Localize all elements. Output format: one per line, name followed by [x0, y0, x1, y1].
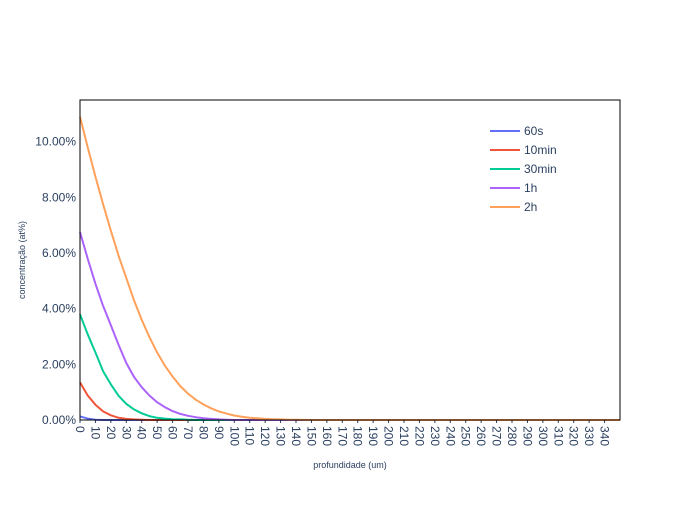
- x-tick-label: 130: [274, 426, 288, 446]
- y-tick-label: 4.00%: [42, 302, 76, 316]
- legend-label: 60s: [524, 124, 543, 138]
- x-tick-label: 200: [382, 426, 396, 446]
- legend-item-2h[interactable]: 2h: [490, 200, 537, 214]
- x-tick-label: 80: [196, 426, 210, 440]
- x-tick-label: 40: [135, 426, 149, 440]
- legend[interactable]: 60s 10min 30min 1h 2h: [490, 124, 557, 214]
- x-tick-label: 180: [351, 426, 365, 446]
- x-tick-label: 90: [212, 426, 226, 440]
- legend-label: 30min: [524, 162, 557, 176]
- legend-item-10min[interactable]: 10min: [490, 143, 557, 157]
- legend-label: 1h: [524, 181, 537, 195]
- y-tick-label: 2.00%: [42, 357, 76, 371]
- x-tick-label: 160: [320, 426, 334, 446]
- x-tick-label: 120: [258, 426, 272, 446]
- x-tick-label: 60: [166, 426, 180, 440]
- x-axis-ticks: 0 10 20 30 40 50 60 70 80 90 100 110 120 130 140 150 160…: [73, 420, 612, 446]
- x-tick-label: 230: [428, 426, 442, 446]
- legend-label: 2h: [524, 200, 537, 214]
- x-tick-label: 330: [582, 426, 596, 446]
- x-tick-label: 260: [474, 426, 488, 446]
- x-tick-label: 30: [119, 426, 133, 440]
- x-tick-label: 140: [289, 426, 303, 446]
- x-tick-label: 20: [104, 426, 118, 440]
- x-tick-label: 290: [520, 426, 534, 446]
- legend-item-30min[interactable]: 30min: [490, 162, 557, 176]
- x-tick-label: 250: [459, 426, 473, 446]
- x-tick-label: 100: [227, 426, 241, 446]
- y-tick-label: 6.00%: [42, 246, 76, 260]
- plot-frame: [79, 99, 621, 421]
- x-tick-label: 270: [490, 426, 504, 446]
- x-tick-label: 150: [304, 426, 318, 446]
- x-tick-label: 320: [567, 426, 581, 446]
- legend-item-60s[interactable]: 60s: [490, 124, 543, 138]
- x-tick-label: 210: [397, 426, 411, 446]
- y-axis-ticks: 0.00% 2.00% 4.00% 6.00% 8.00% 10.00%: [35, 135, 76, 427]
- x-tick-label: 310: [551, 426, 565, 446]
- x-tick-label: 10: [88, 426, 102, 440]
- x-tick-label: 50: [150, 426, 164, 440]
- x-tick-label: 220: [412, 426, 426, 446]
- y-tick-label: 0.00%: [42, 413, 76, 427]
- y-tick-label: 10.00%: [35, 135, 76, 149]
- x-axis-title: profundidade (um): [313, 460, 387, 470]
- x-tick-label: 70: [181, 426, 195, 440]
- x-tick-label: 340: [598, 426, 612, 446]
- x-tick-label: 0: [73, 426, 87, 433]
- x-tick-label: 240: [443, 426, 457, 446]
- y-axis-title: concentração (at%): [17, 221, 27, 299]
- y-tick-label: 8.00%: [42, 190, 76, 204]
- x-tick-label: 300: [536, 426, 550, 446]
- legend-label: 10min: [524, 143, 557, 157]
- x-tick-label: 170: [335, 426, 349, 446]
- x-tick-label: 280: [505, 426, 519, 446]
- x-tick-label: 110: [243, 426, 257, 445]
- legend-item-1h[interactable]: 1h: [490, 181, 537, 195]
- x-tick-label: 190: [366, 426, 380, 446]
